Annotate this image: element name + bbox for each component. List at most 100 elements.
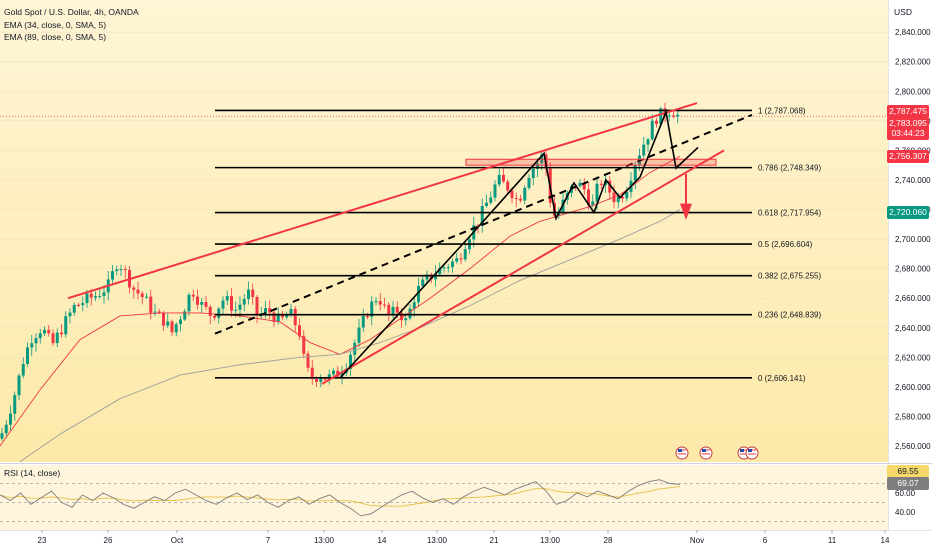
candle-body[interactable]: [132, 287, 136, 290]
candle-body[interactable]: [519, 198, 522, 201]
candle-body[interactable]: [43, 329, 46, 334]
candle-body[interactable]: [527, 178, 531, 188]
resistance-zone[interactable]: [465, 158, 717, 166]
candle-body[interactable]: [633, 164, 637, 181]
candle-body[interactable]: [60, 332, 63, 335]
ema34-line[interactable]: [0, 155, 681, 447]
candle-body[interactable]: [582, 182, 586, 190]
candle-body[interactable]: [451, 261, 454, 268]
candle-body[interactable]: [476, 225, 480, 227]
candle-body[interactable]: [425, 274, 429, 280]
candle-body[interactable]: [145, 296, 148, 298]
candle-body[interactable]: [68, 312, 72, 317]
candle-body[interactable]: [157, 311, 161, 313]
candle-body[interactable]: [234, 309, 238, 311]
candle-body[interactable]: [429, 274, 433, 280]
candle-body[interactable]: [621, 196, 624, 199]
candle-body[interactable]: [395, 306, 399, 313]
candle-body[interactable]: [480, 205, 484, 226]
rsi-line[interactable]: [0, 479, 681, 517]
candle-body[interactable]: [361, 316, 365, 328]
candle-body[interactable]: [370, 301, 374, 317]
candle-body[interactable]: [21, 363, 25, 376]
candle-body[interactable]: [591, 201, 595, 206]
candle-body[interactable]: [191, 294, 195, 297]
candle-body[interactable]: [599, 183, 603, 185]
candle-body[interactable]: [30, 343, 34, 348]
candle-body[interactable]: [47, 329, 51, 334]
candle-body[interactable]: [17, 375, 21, 396]
candle-body[interactable]: [315, 379, 318, 382]
candle-body[interactable]: [383, 304, 386, 306]
candle-body[interactable]: [4, 424, 8, 434]
candle-body[interactable]: [510, 190, 514, 199]
candle-body[interactable]: [255, 297, 259, 315]
candle-body[interactable]: [650, 120, 654, 140]
candle-body[interactable]: [353, 342, 357, 355]
candle-body[interactable]: [417, 285, 420, 303]
candle-body[interactable]: [616, 196, 620, 203]
candle-body[interactable]: [446, 267, 450, 269]
candle-body[interactable]: [64, 316, 68, 335]
candle-body[interactable]: [625, 192, 629, 199]
candle-body[interactable]: [264, 308, 267, 314]
candle-body[interactable]: [72, 304, 76, 313]
candle-body[interactable]: [672, 115, 675, 117]
candle-body[interactable]: [659, 108, 663, 124]
candle-body[interactable]: [196, 296, 199, 305]
candle-body[interactable]: [319, 378, 323, 382]
candle-body[interactable]: [655, 120, 658, 124]
currency-label[interactable]: USD: [894, 7, 912, 17]
candle-body[interactable]: [306, 353, 310, 368]
candle-body[interactable]: [667, 115, 671, 117]
candle-body[interactable]: [442, 267, 446, 269]
candle-body[interactable]: [221, 300, 225, 309]
candle-body[interactable]: [531, 169, 535, 179]
candle-body[interactable]: [102, 292, 106, 296]
zigzag-projection[interactable]: [339, 109, 699, 379]
upper-channel-line[interactable]: [67, 102, 698, 300]
candle-body[interactable]: [459, 258, 463, 260]
candle-body[interactable]: [502, 174, 505, 182]
candle-body[interactable]: [523, 187, 527, 201]
candle-body[interactable]: [170, 321, 174, 333]
candle-body[interactable]: [179, 319, 182, 325]
candle-body[interactable]: [251, 289, 255, 298]
candle-body[interactable]: [13, 395, 17, 414]
rsi-legend[interactable]: RSI (14, close): [4, 468, 61, 478]
candle-body[interactable]: [489, 197, 493, 203]
candle-body[interactable]: [272, 312, 276, 322]
candle-body[interactable]: [153, 311, 157, 313]
candle-body[interactable]: [374, 301, 378, 303]
candle-body[interactable]: [9, 413, 12, 425]
candle-body[interactable]: [387, 304, 391, 315]
candle-body[interactable]: [400, 312, 403, 321]
candle-body[interactable]: [140, 293, 144, 298]
candle-body[interactable]: [327, 374, 331, 380]
candle-body[interactable]: [493, 184, 497, 198]
candle-body[interactable]: [123, 269, 127, 271]
candle-body[interactable]: [208, 306, 212, 316]
candle-body[interactable]: [310, 367, 314, 380]
candle-body[interactable]: [455, 258, 459, 262]
candle-body[interactable]: [183, 311, 187, 320]
ema89-line[interactable]: [0, 209, 681, 476]
candle-body[interactable]: [536, 163, 539, 170]
candle-body[interactable]: [149, 296, 153, 313]
candle-body[interactable]: [357, 327, 361, 343]
candle-body[interactable]: [285, 315, 289, 318]
candle-body[interactable]: [166, 321, 170, 326]
candle-body[interactable]: [323, 378, 327, 380]
candle-body[interactable]: [34, 338, 38, 344]
us-event-flag-icon[interactable]: [699, 446, 713, 460]
candle-body[interactable]: [217, 308, 221, 318]
candle-body[interactable]: [200, 302, 204, 305]
candle-body[interactable]: [174, 324, 178, 333]
candle-body[interactable]: [77, 304, 80, 306]
candle-body[interactable]: [408, 308, 412, 319]
candle-body[interactable]: [293, 308, 297, 326]
candle-body[interactable]: [608, 180, 612, 193]
candle-body[interactable]: [119, 269, 123, 271]
candle-body[interactable]: [506, 181, 510, 191]
